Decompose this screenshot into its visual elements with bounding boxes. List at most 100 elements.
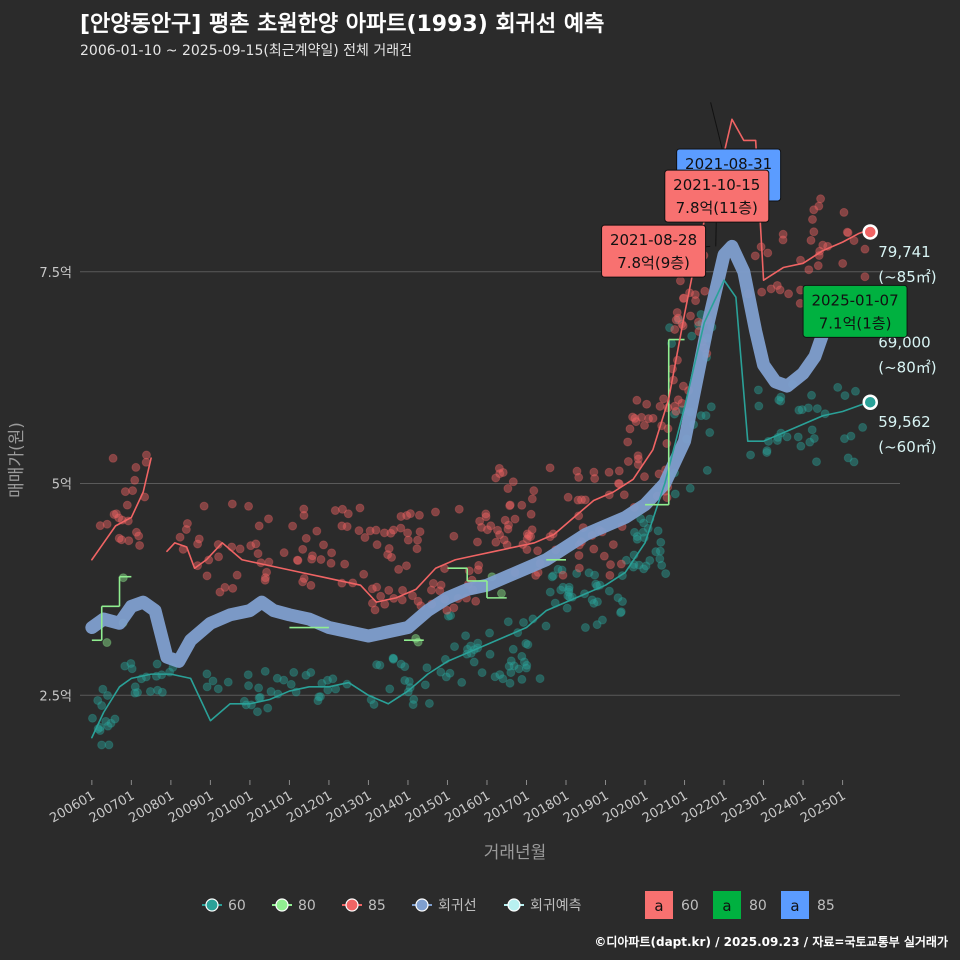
scatter-point-60 [130, 688, 140, 698]
scatter-point-85 [632, 395, 642, 405]
scatter-point-60 [580, 623, 590, 633]
annotation-date: 2021-10-15 [673, 176, 760, 194]
scatter-point-60 [485, 649, 495, 659]
scatter-point-60 [754, 401, 764, 411]
scatter-point-60 [674, 315, 684, 325]
scatter-point-85 [673, 395, 683, 405]
scatter-point-60 [617, 597, 627, 607]
scatter-point-85 [545, 463, 555, 473]
scatter-point-85 [402, 511, 412, 521]
scatter-point-60 [504, 661, 514, 671]
annotation-box [601, 224, 707, 278]
legend-box-label: 80 [749, 898, 767, 914]
scatter-point-85 [818, 240, 828, 250]
scatter-point-85 [508, 477, 518, 487]
scatter-point-85 [387, 552, 397, 562]
scatter-point-85 [522, 545, 532, 555]
scatter-point-85 [428, 578, 438, 588]
scatter-point-85 [493, 525, 503, 535]
scatter-point-60 [812, 404, 822, 414]
scatter-point-85 [527, 525, 537, 535]
scatter-point-60 [562, 603, 572, 613]
scatter-point-85 [354, 526, 364, 536]
scatter-point-85 [365, 526, 375, 536]
scatter-point-85 [449, 603, 459, 613]
scatter-point-60 [469, 657, 479, 667]
y-tick-label: 5억 [52, 478, 72, 493]
scatter-point-85 [527, 494, 537, 504]
scatter-point-60 [254, 683, 264, 693]
scatter-point-85 [227, 499, 237, 509]
scatter-point-85 [301, 533, 311, 543]
prediction-area-label: (~85㎡) [878, 268, 936, 286]
scatter-point-85 [253, 549, 263, 559]
scatter-point-85 [644, 414, 654, 424]
scatter-point-85 [678, 381, 688, 391]
scatter-point-85 [572, 466, 582, 476]
scatter-point-85 [442, 605, 452, 615]
scatter-point-60 [632, 531, 642, 541]
scatter-point-60 [807, 390, 817, 400]
scatter-point-60 [443, 611, 453, 621]
scatter-point-85 [134, 531, 144, 541]
scatter-point-60 [508, 644, 518, 654]
scatter-point-85 [193, 539, 203, 549]
scatter-point-60 [613, 593, 623, 603]
scatter-point-60 [244, 681, 254, 691]
scatter-point-60 [655, 546, 665, 556]
scatter-point-60 [545, 587, 555, 597]
legend-box-80 [713, 891, 741, 919]
scatter-point-60 [289, 667, 299, 677]
scatter-point-85 [533, 546, 543, 556]
series-line-85 [166, 118, 872, 603]
scatter-point-60 [547, 572, 557, 582]
scatter-point-85 [631, 417, 641, 427]
legend-box-letter: a [790, 897, 799, 915]
scatter-point-85 [563, 492, 573, 502]
scatter-point-85 [181, 525, 191, 535]
scatter-point-85 [175, 532, 185, 542]
scatter-point-85 [244, 501, 254, 511]
scatter-point-60 [110, 714, 120, 724]
scatter-point-85 [215, 587, 225, 597]
scatter-point-60 [604, 586, 614, 596]
scatter-point-60 [656, 537, 666, 547]
scatter-point-60 [641, 561, 651, 571]
scatter-point-60 [687, 331, 697, 341]
scatter-point-60 [706, 402, 716, 412]
scatter-point-60 [846, 431, 856, 441]
scatter-point-60 [557, 565, 567, 575]
scatter-point-85 [472, 537, 482, 547]
scatter-point-85 [326, 558, 336, 568]
scatter-point-60 [152, 659, 162, 669]
scatter-point-85 [120, 487, 130, 497]
scatter-point-85 [778, 229, 788, 239]
scatter-point-85 [604, 467, 614, 477]
scatter-point-60 [323, 685, 333, 695]
scatter-point-85 [141, 450, 151, 460]
scatter-point-85 [685, 311, 695, 321]
scatter-point-85 [405, 509, 415, 519]
scatter-point-85 [623, 456, 633, 466]
scatter-point-85 [414, 510, 424, 520]
scatter-point-85 [526, 532, 536, 542]
scatter-point-60 [409, 694, 419, 704]
scatter-point-85 [401, 561, 411, 571]
scatter-point-85 [573, 495, 583, 505]
scatter-point-85 [299, 573, 309, 583]
prediction-value-label: 79,741 [878, 243, 931, 261]
scatter-point-85 [108, 453, 118, 463]
scatter-point-60 [774, 395, 784, 405]
scatter-point-60 [809, 433, 819, 443]
scatter-point-85 [690, 290, 700, 300]
scatter-point-60 [396, 659, 406, 669]
scatter-point-60 [519, 617, 529, 627]
scatter-point-85 [590, 474, 600, 484]
scatter-point-60 [685, 483, 695, 493]
prediction-area-label: (~80㎡) [878, 359, 936, 377]
y-tick-label: 2.5억 [39, 689, 72, 704]
scatter-point-60 [103, 690, 113, 700]
scatter-point-60 [506, 656, 516, 666]
scatter-point-85 [379, 528, 389, 538]
